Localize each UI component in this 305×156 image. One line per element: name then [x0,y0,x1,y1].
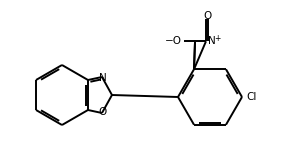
Text: +: + [214,34,221,43]
Text: N: N [99,73,107,83]
Text: O: O [203,11,211,21]
Text: Cl: Cl [246,92,257,102]
Text: O: O [99,107,107,117]
Text: −O: −O [165,36,182,46]
Text: N: N [208,36,216,46]
